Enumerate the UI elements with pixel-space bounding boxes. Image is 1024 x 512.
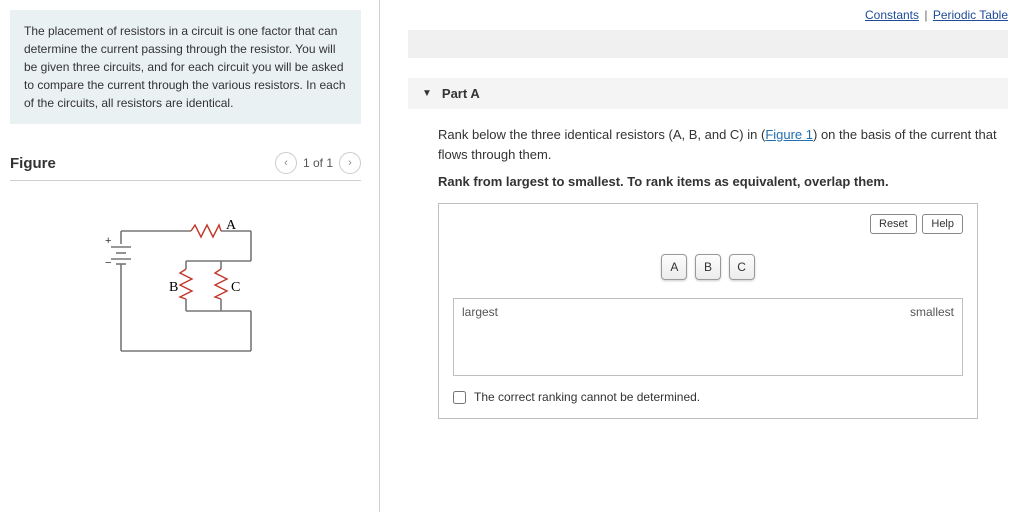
question-pre: Rank below the three identical resistors… <box>438 127 765 142</box>
link-separator: | <box>924 8 927 22</box>
ranking-drop-zone[interactable]: largest smallest <box>453 298 963 376</box>
label-a: A <box>226 218 237 233</box>
ranking-tiles: A B C <box>453 254 963 280</box>
undetermined-row[interactable]: The correct ranking cannot be determined… <box>453 390 963 404</box>
figure-1-link[interactable]: Figure 1 <box>765 127 813 142</box>
constants-link[interactable]: Constants <box>865 8 919 22</box>
collapse-caret-icon: ▼ <box>422 88 432 99</box>
largest-label: largest <box>462 305 498 319</box>
right-pane: Constants | Periodic Table ▼ Part A Rank… <box>380 0 1024 512</box>
figure-header: Figure ‹ 1 of 1 › <box>10 152 361 181</box>
label-c: C <box>231 280 240 295</box>
header-bar <box>408 30 1008 58</box>
problem-intro: The placement of resistors in a circuit … <box>10 10 361 124</box>
battery-minus: − <box>105 257 111 269</box>
tile-b[interactable]: B <box>695 254 721 280</box>
figure-page-indicator: 1 of 1 <box>303 156 333 170</box>
circuit-svg: + − A B C <box>91 211 281 381</box>
undetermined-checkbox[interactable] <box>453 391 466 404</box>
left-pane: The placement of resistors in a circuit … <box>0 0 380 512</box>
reset-button[interactable]: Reset <box>870 214 917 234</box>
figure-prev-button[interactable]: ‹ <box>275 152 297 174</box>
part-label: Part A <box>442 86 480 101</box>
battery-plus: + <box>105 235 111 247</box>
ranking-widget: Reset Help A B C largest smallest The co… <box>438 203 978 419</box>
periodic-table-link[interactable]: Periodic Table <box>933 8 1008 22</box>
ranking-controls: Reset Help <box>453 214 963 234</box>
part-a-header[interactable]: ▼ Part A <box>408 78 1008 109</box>
figure-pager: ‹ 1 of 1 › <box>275 152 361 174</box>
label-b: B <box>169 280 178 295</box>
tile-a[interactable]: A <box>661 254 687 280</box>
ranking-instruction: Rank from largest to smallest. To rank i… <box>438 174 1008 189</box>
resistor-c-icon <box>215 269 227 299</box>
question-text: Rank below the three identical resistors… <box>438 125 1008 164</box>
top-links: Constants | Periodic Table <box>408 8 1008 22</box>
undetermined-label: The correct ranking cannot be determined… <box>474 390 700 404</box>
tile-c[interactable]: C <box>729 254 755 280</box>
smallest-label: smallest <box>910 305 954 319</box>
page-root: The placement of resistors in a circuit … <box>0 0 1024 512</box>
figure-next-button[interactable]: › <box>339 152 361 174</box>
circuit-diagram: + − A B C <box>10 211 361 381</box>
figure-title: Figure <box>10 155 56 172</box>
resistor-b-icon <box>180 269 192 299</box>
help-button[interactable]: Help <box>922 214 963 234</box>
resistor-a-icon <box>191 225 221 237</box>
